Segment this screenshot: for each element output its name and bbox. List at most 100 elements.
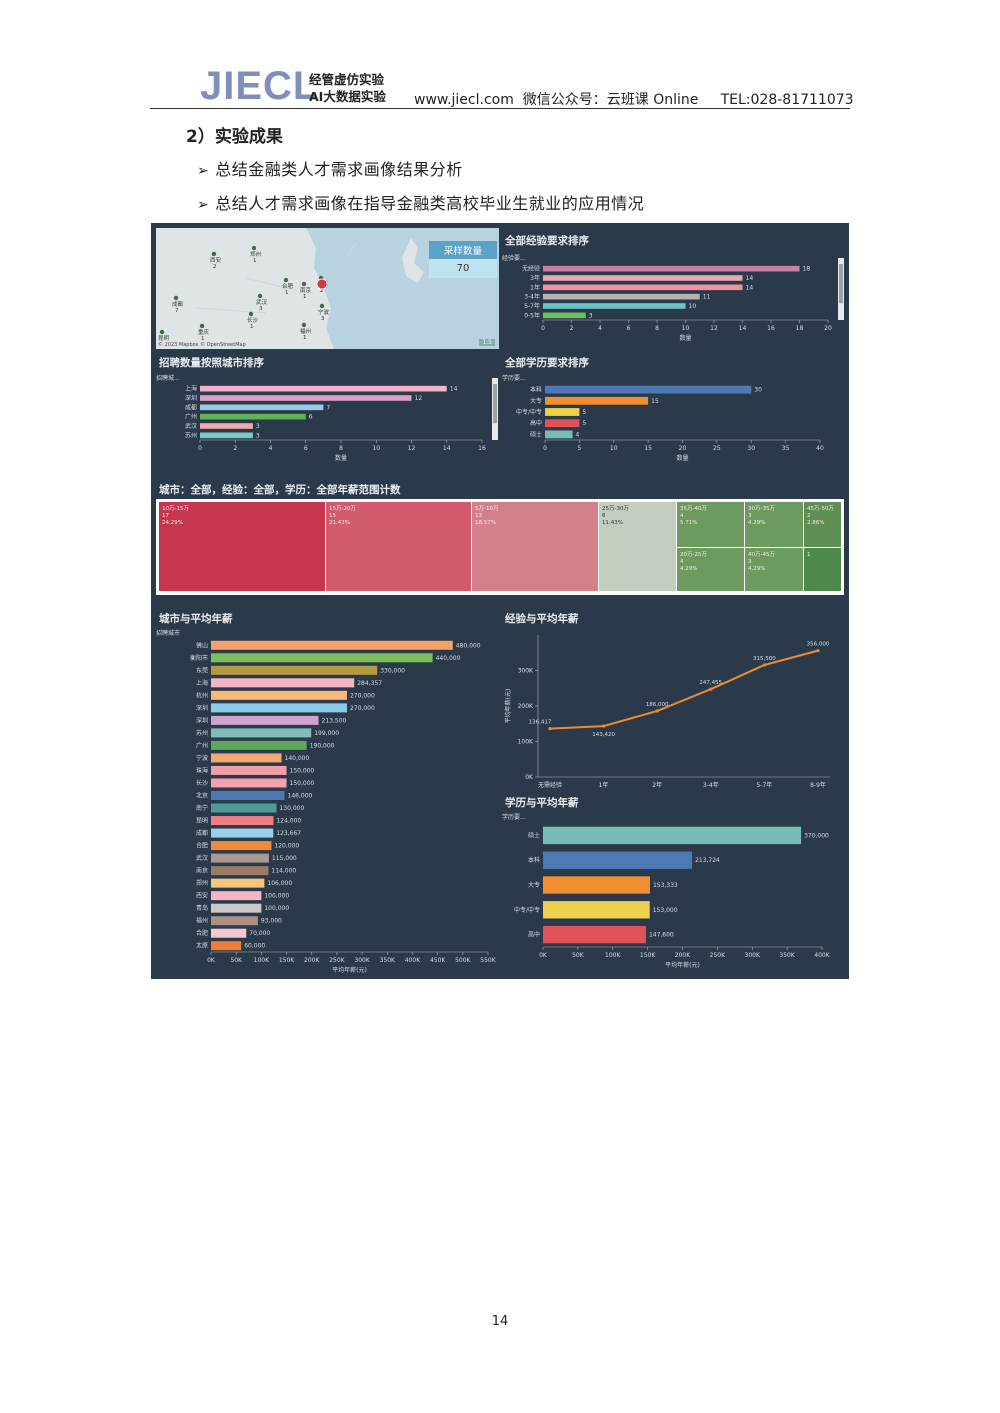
bar-value-label: 213,724: [695, 857, 720, 864]
bar[interactable]: [211, 828, 274, 838]
bar[interactable]: [211, 816, 274, 826]
x-tick-label: 3-4年: [703, 781, 719, 789]
jiecl-logo: JIECL: [200, 64, 319, 108]
map-city-marker[interactable]: [173, 295, 179, 301]
line-point[interactable]: [548, 726, 552, 731]
bar[interactable]: [211, 740, 307, 750]
bar[interactable]: [211, 703, 347, 713]
bar[interactable]: [543, 293, 700, 300]
bar[interactable]: [211, 690, 347, 700]
bar[interactable]: [200, 404, 324, 411]
bar[interactable]: [211, 803, 277, 813]
bar[interactable]: [200, 423, 253, 429]
treemap-cell[interactable]: [599, 502, 676, 591]
bar[interactable]: [543, 275, 743, 281]
line-point[interactable]: [762, 663, 766, 667]
bar[interactable]: [211, 928, 247, 938]
bar[interactable]: [545, 419, 580, 428]
map-city-marker[interactable]: [301, 322, 307, 328]
bar[interactable]: [211, 678, 355, 688]
bar[interactable]: [211, 853, 269, 863]
bar[interactable]: [211, 878, 265, 888]
bar[interactable]: [211, 790, 285, 801]
bar[interactable]: [545, 408, 580, 416]
map-city-marker[interactable]: [211, 251, 217, 257]
bar[interactable]: [200, 413, 306, 420]
map-city-label: 长沙: [247, 316, 259, 324]
bar[interactable]: [545, 385, 752, 394]
bar[interactable]: [211, 715, 319, 725]
bar[interactable]: [543, 901, 650, 919]
map-scale[interactable]: 1:5: [479, 339, 495, 346]
bar[interactable]: [211, 866, 269, 876]
bar[interactable]: [211, 778, 287, 788]
bar[interactable]: [211, 728, 312, 738]
map-city-marker[interactable]: [283, 277, 289, 283]
bar[interactable]: [211, 941, 242, 951]
bar[interactable]: [543, 265, 800, 272]
bar-value-label: 190,000: [310, 742, 335, 749]
bar[interactable]: [545, 396, 649, 405]
bar[interactable]: [211, 916, 258, 926]
map-city-count: 7: [175, 308, 179, 314]
bar[interactable]: [200, 385, 447, 392]
treemap-cell-label: 35万-40万: [680, 505, 707, 512]
experience-salary-chart[interactable]: 0K 100K 200K 300K 平均年薪(元) 无需经验 136,417 1年 143,42…: [500, 625, 846, 795]
bar[interactable]: [543, 826, 802, 845]
line-point[interactable]: [655, 709, 659, 713]
line-series[interactable]: [549, 649, 819, 730]
bar[interactable]: [211, 841, 272, 851]
map-city-marker[interactable]: [248, 311, 254, 317]
bar[interactable]: [211, 640, 453, 650]
bar[interactable]: [545, 430, 573, 439]
map-markers: 郑州1西安2合肥1南京1上海2武汉3成都7宁波3长沙1福州1重庆1昆明: [158, 245, 330, 342]
scrollbar-thumb[interactable]: [493, 384, 497, 424]
x-axis-title: 数量: [676, 454, 688, 462]
map-city-marker[interactable]: [199, 323, 205, 329]
bar[interactable]: [211, 653, 433, 663]
bar[interactable]: [211, 903, 262, 913]
experience-count-chart[interactable]: 经验要... 0 2 4 6 8 10 12 14 16 18 20 数量 无经验 18 3年 14 1年 14 3-…: [500, 248, 846, 346]
treemap-cell[interactable]: [745, 548, 803, 591]
bar[interactable]: [211, 891, 262, 901]
map-city-marker[interactable]: [319, 303, 325, 309]
treemap-cell-label: 8: [602, 513, 606, 519]
bar[interactable]: [543, 284, 743, 291]
map-city-marker[interactable]: [301, 281, 307, 287]
bar[interactable]: [211, 765, 287, 775]
line-point[interactable]: [602, 724, 606, 728]
map-city-label: 郑州: [250, 250, 261, 258]
bar-value-label: 100,000: [264, 893, 289, 900]
city-salary-chart[interactable]: 招聘城市 0K 50K 100K 150K 200K 250K 300K 350K 400K 450…: [154, 625, 500, 980]
map-highlight-marker[interactable]: [316, 278, 328, 290]
line-point[interactable]: [709, 687, 713, 691]
bar[interactable]: [211, 753, 282, 763]
treemap-cell[interactable]: [804, 548, 841, 591]
treemap-cell[interactable]: [677, 502, 744, 547]
bar[interactable]: [211, 665, 378, 675]
treemap-cell[interactable]: [159, 502, 325, 591]
bar[interactable]: [543, 851, 693, 869]
education-salary-chart[interactable]: 学历要... 0K 50K 100K 150K 200K 250K 300K 350K 400K 平…: [500, 809, 846, 975]
scrollbar-thumb[interactable]: [839, 264, 843, 304]
salary-range-treemap[interactable]: 10万-15万1724.29%15万-20万1521.43%5万-10万1318…: [156, 499, 844, 595]
treemap-cell[interactable]: [326, 502, 471, 591]
treemap-cell[interactable]: [472, 502, 598, 591]
map-city-marker[interactable]: [159, 329, 165, 335]
bar[interactable]: [543, 876, 650, 894]
category-label: 苏州: [185, 431, 197, 439]
treemap-cell[interactable]: [804, 502, 841, 547]
city-map[interactable]: 郑州1西安2合肥1南京1上海2武汉3成都7宁波3长沙1福州1重庆1昆明 采样数量…: [156, 228, 499, 349]
bar[interactable]: [543, 303, 686, 309]
bar[interactable]: [543, 925, 646, 944]
education-count-chart[interactable]: 学历要... 0 5 10 15 20 25 30 35 40 数量 本科 30 大专 15 中专/中专 5 高中…: [500, 370, 846, 466]
bar[interactable]: [543, 312, 586, 319]
bar[interactable]: [200, 432, 253, 439]
map-city-marker[interactable]: [257, 293, 263, 299]
treemap-cell[interactable]: [677, 548, 744, 591]
map-city-marker[interactable]: [251, 245, 257, 251]
bar[interactable]: [200, 395, 412, 401]
line-point[interactable]: [816, 649, 820, 653]
city-count-chart[interactable]: 招聘城... 0 2 4 6 8 10 12 14 16 数量 上海 14 深圳 12 成都 7 广州 6 武汉 3 苏州…: [154, 370, 500, 466]
treemap-cell[interactable]: [745, 502, 803, 547]
